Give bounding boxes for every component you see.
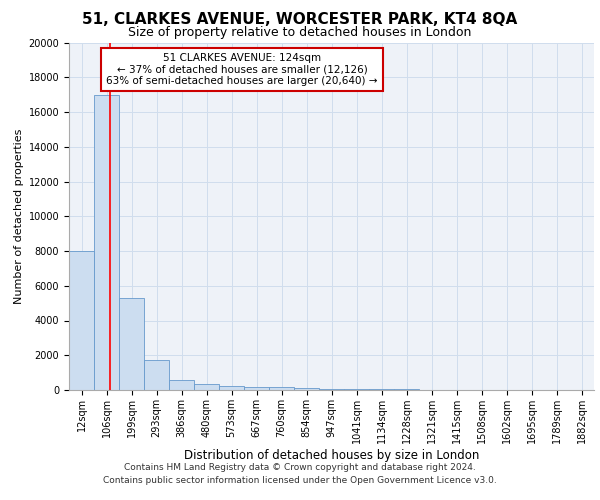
Bar <box>244 386 269 390</box>
Bar <box>119 298 144 390</box>
Bar <box>194 384 219 390</box>
Text: 51 CLARKES AVENUE: 124sqm
← 37% of detached houses are smaller (12,126)
63% of s: 51 CLARKES AVENUE: 124sqm ← 37% of detac… <box>107 53 378 86</box>
Bar <box>69 251 94 390</box>
Text: Contains public sector information licensed under the Open Government Licence v3: Contains public sector information licen… <box>103 476 497 485</box>
Bar <box>269 388 294 390</box>
Text: 51, CLARKES AVENUE, WORCESTER PARK, KT4 8QA: 51, CLARKES AVENUE, WORCESTER PARK, KT4 … <box>82 12 518 28</box>
Bar <box>219 386 244 390</box>
Text: Contains HM Land Registry data © Crown copyright and database right 2024.: Contains HM Land Registry data © Crown c… <box>124 464 476 472</box>
Bar <box>344 389 369 390</box>
Y-axis label: Number of detached properties: Number of detached properties <box>14 128 25 304</box>
Bar <box>94 94 119 390</box>
Bar <box>294 388 319 390</box>
X-axis label: Distribution of detached houses by size in London: Distribution of detached houses by size … <box>184 448 479 462</box>
Bar <box>144 360 169 390</box>
Text: Size of property relative to detached houses in London: Size of property relative to detached ho… <box>128 26 472 39</box>
Bar <box>319 389 344 390</box>
Bar <box>169 380 194 390</box>
